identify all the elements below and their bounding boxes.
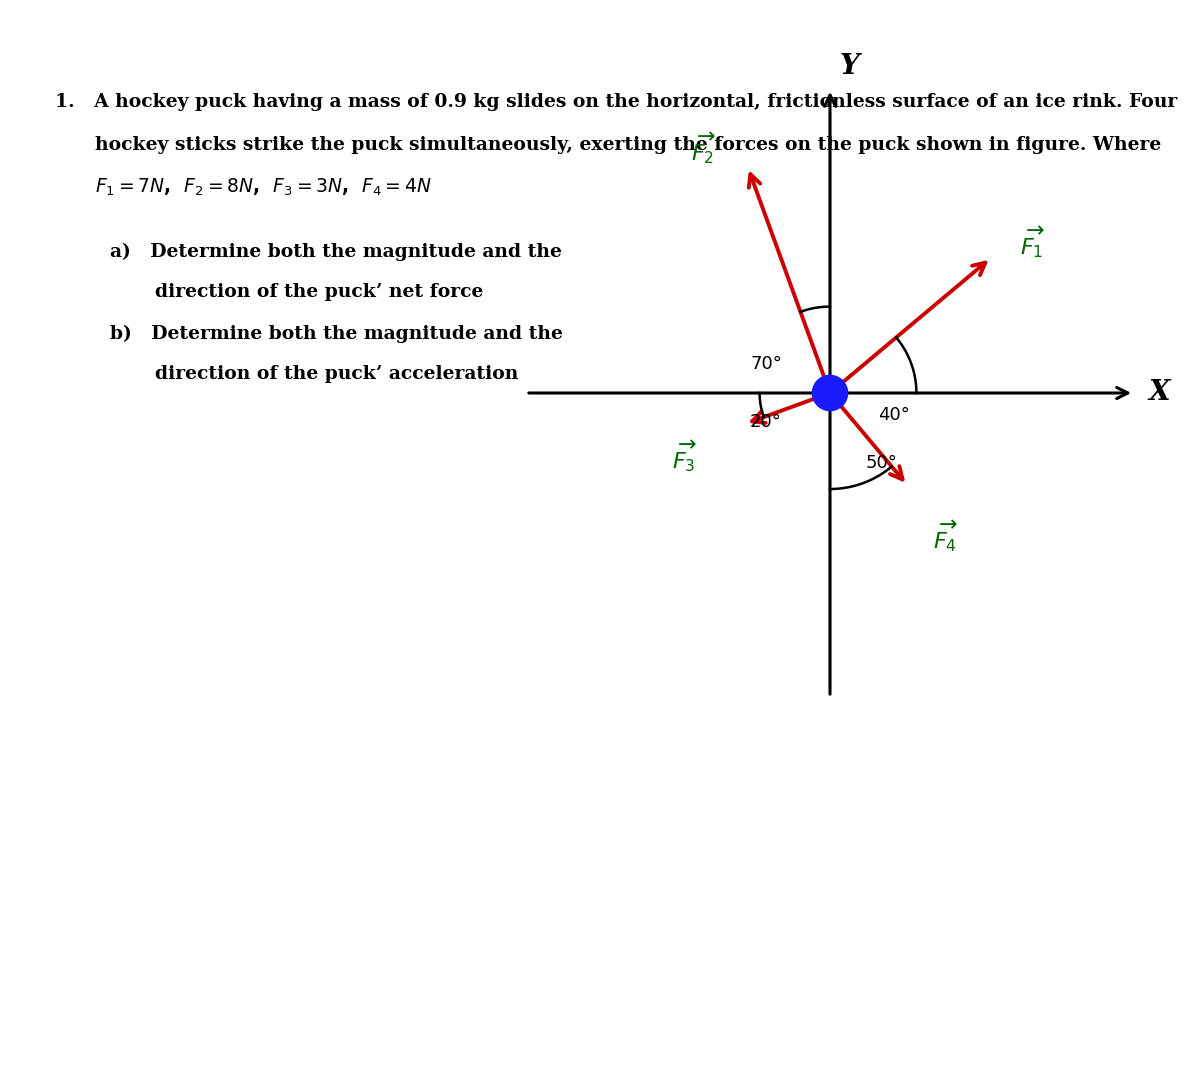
Text: X: X — [1148, 380, 1170, 407]
Text: $\overrightarrow{F_1}$: $\overrightarrow{F_1}$ — [1020, 224, 1045, 260]
Circle shape — [812, 376, 847, 411]
Text: $\mathit{F_1 = 7N}$,  $\mathit{F_2 = 8N}$,  $\mathit{F_3 = 3N}$,  $\mathit{F_4 =: $\mathit{F_1 = 7N}$, $\mathit{F_2 = 8N}$… — [95, 177, 432, 199]
Text: $\overrightarrow{F_4}$: $\overrightarrow{F_4}$ — [932, 518, 958, 554]
Text: $\overrightarrow{F_2}$: $\overrightarrow{F_2}$ — [690, 130, 715, 166]
Text: a)   Determine both the magnitude and the: a) Determine both the magnitude and the — [110, 242, 562, 261]
Text: hockey sticks strike the puck simultaneously, exerting the forces on the puck sh: hockey sticks strike the puck simultaneo… — [95, 136, 1162, 155]
Text: direction of the puck’ acceleration: direction of the puck’ acceleration — [155, 365, 518, 383]
Text: direction of the puck’ net force: direction of the puck’ net force — [155, 283, 484, 302]
Text: b)   Determine both the magnitude and the: b) Determine both the magnitude and the — [110, 325, 563, 343]
Text: $\overrightarrow{F_3}$: $\overrightarrow{F_3}$ — [672, 438, 697, 473]
Text: 20°: 20° — [750, 413, 782, 430]
Text: 1.   A hockey puck having a mass of 0.9 kg slides on the horizontal, frictionles: 1. A hockey puck having a mass of 0.9 kg… — [55, 93, 1177, 111]
Text: 40°: 40° — [878, 407, 910, 425]
Text: 50°: 50° — [865, 454, 898, 472]
Text: 70°: 70° — [750, 355, 782, 373]
Text: Y: Y — [839, 53, 859, 80]
